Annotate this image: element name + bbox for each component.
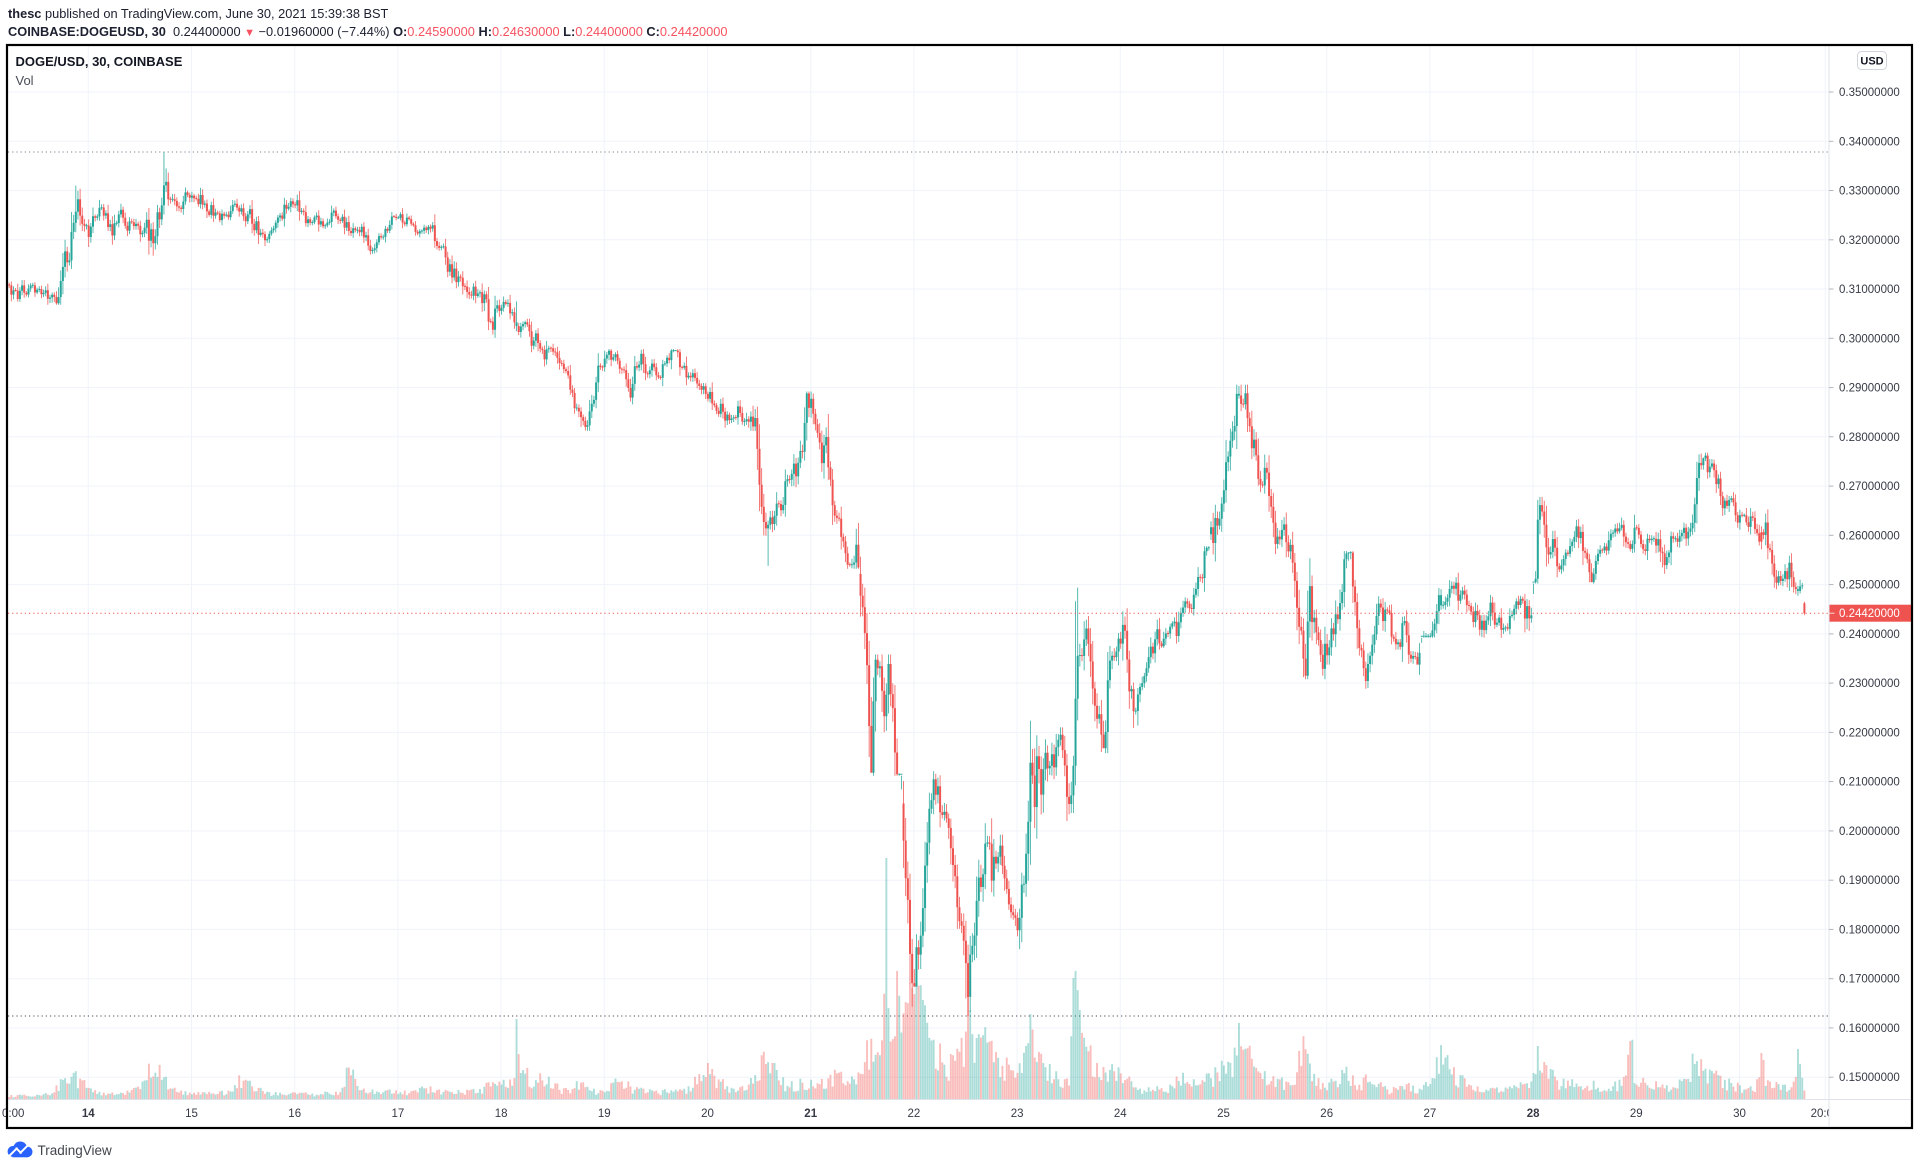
svg-text:0.35000000: 0.35000000 (1839, 87, 1900, 99)
svg-text:0.22000000: 0.22000000 (1839, 727, 1900, 739)
svg-text:25: 25 (1217, 1108, 1230, 1120)
svg-text:15: 15 (185, 1108, 198, 1120)
svg-text:20:00: 20:00 (1811, 1108, 1840, 1120)
svg-text:14: 14 (82, 1108, 95, 1120)
svg-text:0.16000000: 0.16000000 (1839, 1023, 1900, 1035)
svg-text:0.26000000: 0.26000000 (1839, 530, 1900, 542)
svg-text:0.24420000: 0.24420000 (1839, 608, 1900, 620)
svg-text:26: 26 (1320, 1108, 1333, 1120)
svg-text:0.33000000: 0.33000000 (1839, 186, 1900, 198)
svg-text:0.15000000: 0.15000000 (1839, 1072, 1900, 1084)
svg-text:27: 27 (1424, 1108, 1437, 1120)
svg-text:0.29000000: 0.29000000 (1839, 383, 1900, 395)
svg-text:0.17000000: 0.17000000 (1839, 974, 1900, 986)
svg-text:18: 18 (495, 1108, 508, 1120)
svg-text:20: 20 (701, 1108, 714, 1120)
svg-text:23: 23 (1011, 1108, 1024, 1120)
svg-text:29: 29 (1630, 1108, 1643, 1120)
svg-text:0:00: 0:00 (2, 1108, 24, 1120)
svg-text:28: 28 (1527, 1108, 1540, 1120)
svg-text:0.27000000: 0.27000000 (1839, 481, 1900, 493)
svg-text:0.34000000: 0.34000000 (1839, 136, 1900, 148)
svg-text:0.18000000: 0.18000000 (1839, 924, 1900, 936)
svg-text:0.23000000: 0.23000000 (1839, 678, 1900, 690)
svg-text:0.24000000: 0.24000000 (1839, 629, 1900, 641)
svg-text:19: 19 (598, 1108, 611, 1120)
svg-text:17: 17 (392, 1108, 405, 1120)
svg-text:0.32000000: 0.32000000 (1839, 235, 1900, 247)
svg-text:0.19000000: 0.19000000 (1839, 875, 1900, 887)
svg-text:24: 24 (1114, 1108, 1127, 1120)
svg-text:0.30000000: 0.30000000 (1839, 333, 1900, 345)
svg-text:0.28000000: 0.28000000 (1839, 432, 1900, 444)
svg-text:0.31000000: 0.31000000 (1839, 284, 1900, 296)
svg-text:0.25000000: 0.25000000 (1839, 580, 1900, 592)
svg-text:USD: USD (1860, 56, 1883, 68)
svg-text:0.21000000: 0.21000000 (1839, 777, 1900, 789)
svg-text:22: 22 (908, 1108, 921, 1120)
svg-text:16: 16 (288, 1108, 301, 1120)
svg-text:30: 30 (1733, 1108, 1746, 1120)
svg-text:0.20000000: 0.20000000 (1839, 826, 1900, 838)
svg-text:21: 21 (804, 1108, 817, 1120)
